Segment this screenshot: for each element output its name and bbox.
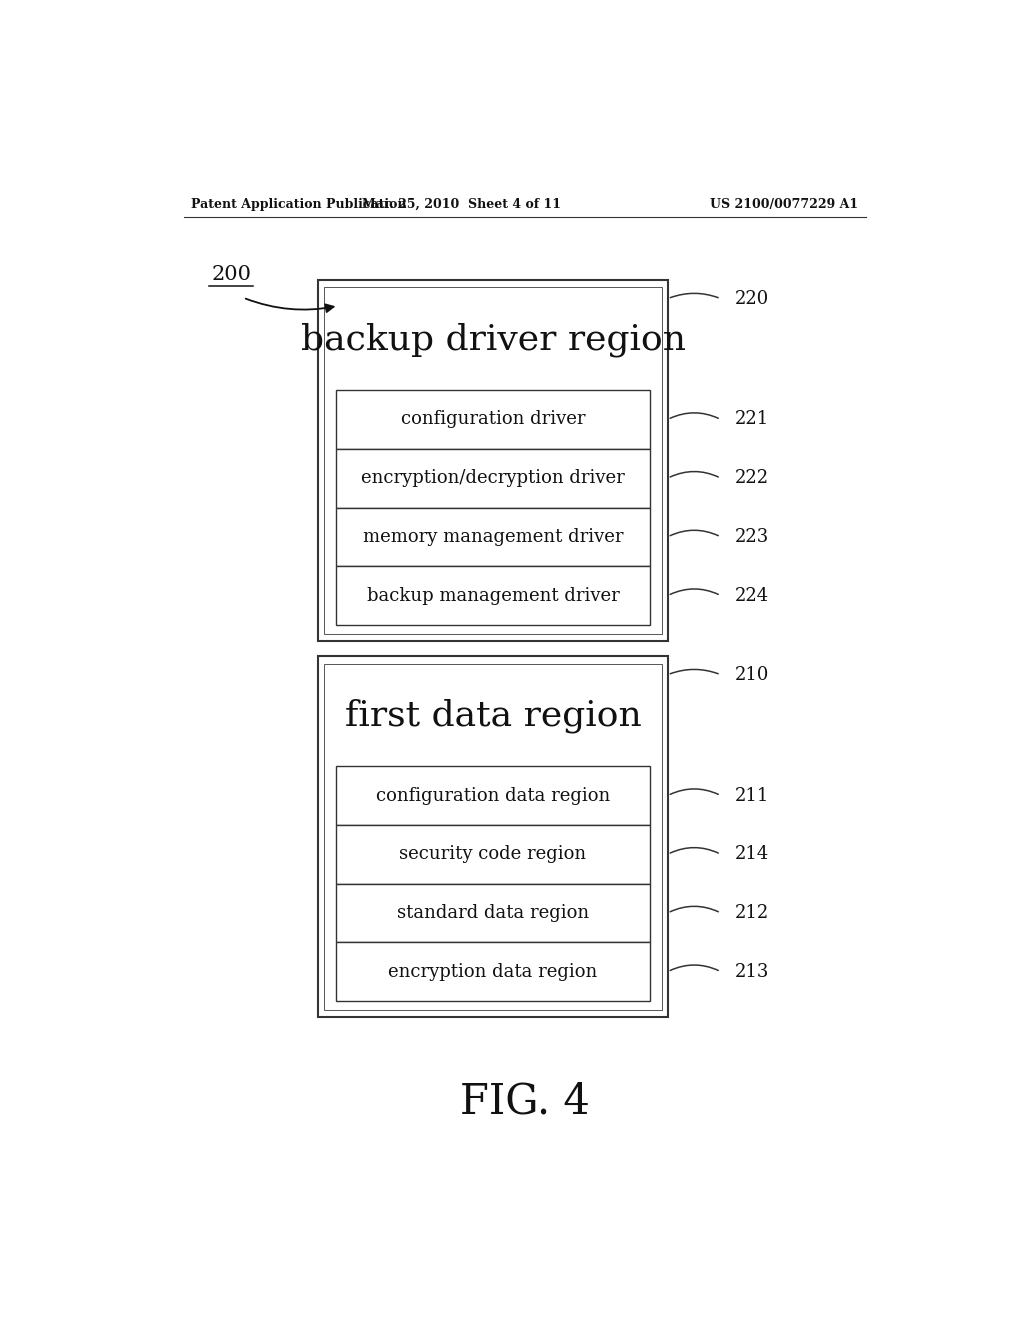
Text: 224: 224 — [735, 586, 769, 605]
Text: 220: 220 — [735, 289, 769, 308]
Text: encryption data region: encryption data region — [388, 962, 598, 981]
Bar — [336, 942, 650, 1001]
Text: memory management driver: memory management driver — [362, 528, 624, 546]
Bar — [336, 883, 650, 942]
Bar — [336, 449, 650, 507]
Bar — [336, 825, 650, 883]
Text: 214: 214 — [735, 845, 769, 863]
Bar — [324, 664, 663, 1010]
Text: encryption/decryption driver: encryption/decryption driver — [361, 469, 625, 487]
Text: security code region: security code region — [399, 845, 587, 863]
Bar — [336, 766, 650, 825]
Text: 222: 222 — [735, 469, 769, 487]
Text: Patent Application Publication: Patent Application Publication — [191, 198, 407, 211]
Text: 200: 200 — [211, 265, 251, 284]
Text: configuration driver: configuration driver — [400, 411, 586, 429]
Text: standard data region: standard data region — [397, 904, 589, 921]
Text: FIG. 4: FIG. 4 — [460, 1081, 590, 1122]
Text: 213: 213 — [735, 962, 769, 981]
Text: 211: 211 — [735, 787, 769, 805]
Text: 223: 223 — [735, 528, 769, 546]
Bar — [324, 288, 663, 634]
Bar — [336, 507, 650, 566]
Text: Mar. 25, 2010  Sheet 4 of 11: Mar. 25, 2010 Sheet 4 of 11 — [361, 198, 561, 211]
Bar — [336, 566, 650, 624]
Text: 221: 221 — [735, 411, 769, 429]
Text: 212: 212 — [735, 904, 769, 921]
Text: first data region: first data region — [345, 698, 641, 733]
Bar — [318, 280, 668, 642]
Bar — [318, 656, 668, 1018]
Text: backup management driver: backup management driver — [367, 586, 620, 605]
Text: US 2100/0077229 A1: US 2100/0077229 A1 — [710, 198, 858, 211]
Text: backup driver region: backup driver region — [301, 322, 685, 356]
Text: 210: 210 — [735, 665, 769, 684]
Text: configuration data region: configuration data region — [376, 787, 610, 805]
Bar — [336, 391, 650, 449]
